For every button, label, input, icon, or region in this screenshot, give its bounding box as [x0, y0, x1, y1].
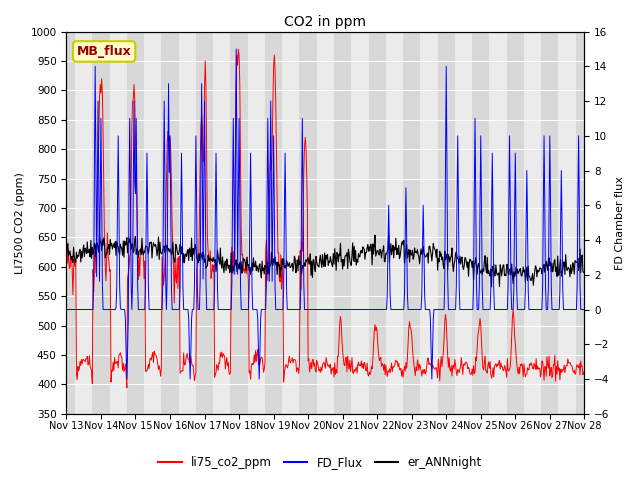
Y-axis label: LI7500 CO2 (ppm): LI7500 CO2 (ppm)	[15, 172, 25, 274]
Bar	[144, 32, 161, 414]
Bar	[351, 32, 369, 414]
Bar	[109, 32, 127, 414]
Text: MB_flux: MB_flux	[77, 45, 131, 58]
Legend: li75_co2_ppm, FD_Flux, er_ANNnight: li75_co2_ppm, FD_Flux, er_ANNnight	[153, 452, 487, 474]
Bar	[386, 32, 403, 414]
Bar	[524, 32, 541, 414]
Bar	[248, 32, 265, 414]
Bar	[420, 32, 438, 414]
Bar	[455, 32, 472, 414]
Title: CO2 in ppm: CO2 in ppm	[284, 15, 366, 29]
Bar	[559, 32, 576, 414]
Bar	[213, 32, 230, 414]
Bar	[75, 32, 92, 414]
Y-axis label: FD Chamber flux: FD Chamber flux	[615, 176, 625, 270]
Bar	[179, 32, 196, 414]
Bar	[317, 32, 334, 414]
Bar	[490, 32, 507, 414]
Bar	[282, 32, 300, 414]
